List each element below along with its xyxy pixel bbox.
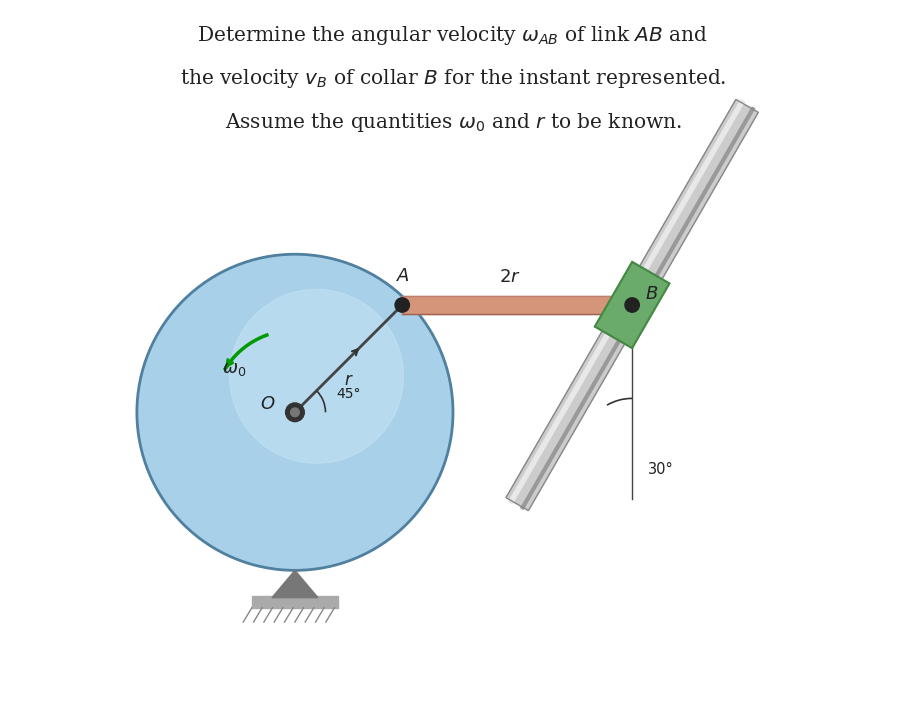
Text: Determine the angular velocity $\omega_{AB}$ of link $AB$ and: Determine the angular velocity $\omega_{… xyxy=(198,25,708,47)
Text: 45°: 45° xyxy=(336,387,361,401)
Bar xyxy=(252,596,338,607)
Polygon shape xyxy=(272,571,318,597)
Circle shape xyxy=(285,403,304,421)
Text: $\omega_0$: $\omega_0$ xyxy=(222,360,246,378)
Text: $O$: $O$ xyxy=(260,395,276,413)
Bar xyxy=(402,295,632,314)
Circle shape xyxy=(291,408,299,416)
Text: $A$: $A$ xyxy=(397,266,410,285)
Text: Assume the quantities $\omega_0$ and $r$ to be known.: Assume the quantities $\omega_0$ and $r$… xyxy=(225,111,681,133)
Circle shape xyxy=(395,298,410,312)
Text: the velocity $v_B$ of collar $B$ for the instant represented.: the velocity $v_B$ of collar $B$ for the… xyxy=(179,67,727,90)
Text: $B$: $B$ xyxy=(645,285,659,303)
Polygon shape xyxy=(506,99,758,510)
Text: 30°: 30° xyxy=(648,462,674,477)
Text: $r$: $r$ xyxy=(343,372,353,390)
Polygon shape xyxy=(595,262,670,348)
Circle shape xyxy=(137,254,453,571)
Text: $2r$: $2r$ xyxy=(499,268,521,286)
Circle shape xyxy=(229,290,403,463)
Circle shape xyxy=(625,298,640,312)
